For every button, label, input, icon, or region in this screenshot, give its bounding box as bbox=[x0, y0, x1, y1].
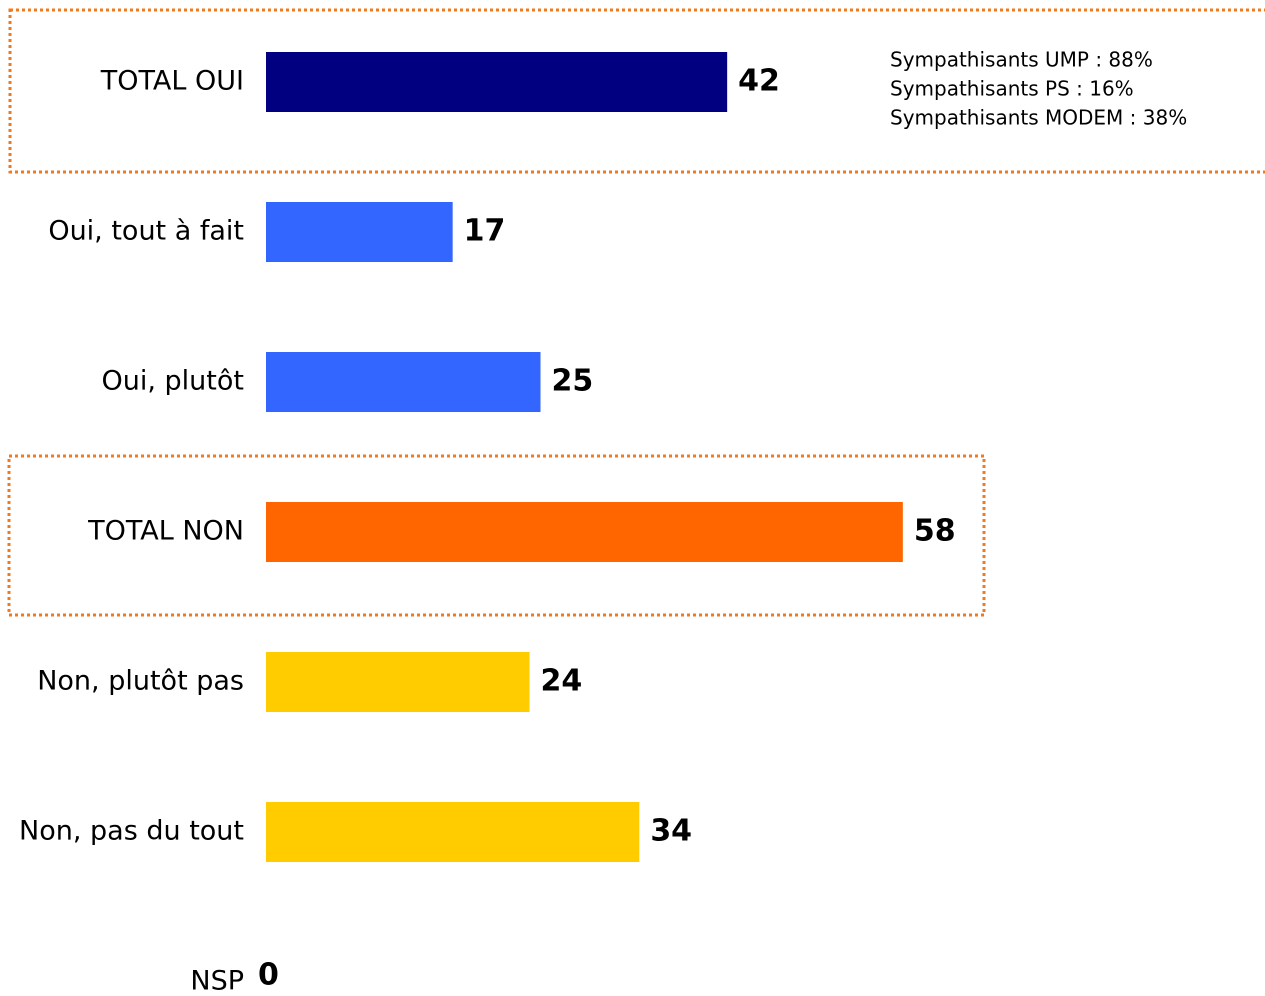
bar bbox=[266, 352, 541, 412]
bar bbox=[266, 652, 530, 712]
bar bbox=[266, 52, 728, 112]
bar bbox=[266, 802, 640, 862]
category-label: Oui, plutôt bbox=[102, 366, 244, 397]
category-label: TOTAL OUI bbox=[100, 66, 244, 97]
category-label: Oui, tout à fait bbox=[48, 216, 244, 247]
bar bbox=[266, 202, 453, 262]
highlight-box bbox=[7, 454, 986, 617]
bar bbox=[266, 502, 903, 562]
category-label: TOTAL NON bbox=[87, 516, 244, 547]
annotation: Sympathisants UMP : 88% bbox=[890, 48, 1153, 72]
annotation: Sympathisants MODEM : 38% bbox=[890, 106, 1187, 130]
category-label: NSP bbox=[190, 966, 244, 996]
highlight-box bbox=[8, 8, 1265, 174]
category-label: Non, pas du tout bbox=[19, 816, 244, 847]
value-label: 42 bbox=[738, 64, 780, 99]
category-label: Non, plutôt pas bbox=[37, 666, 244, 697]
value-label: 25 bbox=[552, 364, 594, 399]
annotation: Sympathisants PS : 16% bbox=[890, 77, 1134, 101]
value-label: 24 bbox=[541, 664, 583, 699]
value-label: 58 bbox=[914, 514, 956, 549]
value-label: 0 bbox=[258, 958, 279, 993]
value-label: 34 bbox=[650, 814, 692, 849]
value-label: 17 bbox=[464, 214, 506, 249]
